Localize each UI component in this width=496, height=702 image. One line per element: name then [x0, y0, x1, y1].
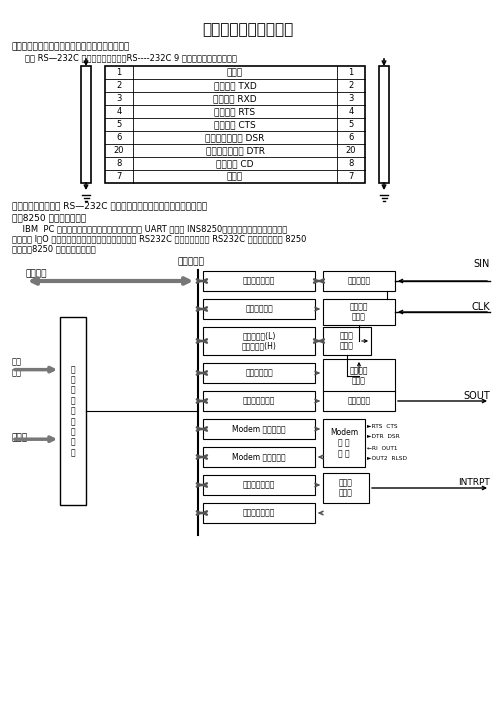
- Text: INTRPT: INTRPT: [458, 478, 490, 487]
- Text: 6: 6: [348, 133, 354, 142]
- Text: 二、使用设备：带有 RS—232C 通信接口的微型计算器及一根多芯电缆。: 二、使用设备：带有 RS—232C 通信接口的微型计算器及一根多芯电缆。: [12, 201, 207, 210]
- Text: Modem 状态寄存器: Modem 状态寄存器: [232, 453, 286, 461]
- Text: 移位寄存器: 移位寄存器: [347, 397, 371, 406]
- Text: 线控制寄存器: 线控制寄存器: [245, 305, 273, 314]
- Text: 发送数据 TXD: 发送数据 TXD: [214, 81, 256, 90]
- Text: 20: 20: [346, 146, 356, 155]
- Bar: [203, 271, 315, 291]
- Text: 发送定时
和控制: 发送定时 和控制: [350, 366, 368, 385]
- Text: SOUT: SOUT: [463, 391, 490, 401]
- Text: ←RI  OUT1: ←RI OUT1: [367, 446, 397, 451]
- Text: 接收定时
和控制: 接收定时 和控制: [350, 303, 368, 322]
- Text: 电路，如 I／O 地址译码电路电平变换电路等，组成了 RS232C 接口。所以，对 RS232C 编程实际上是对 8250: 电路，如 I／O 地址译码电路电平变换电路等，组成了 RS232C 接口。所以，…: [12, 234, 307, 243]
- Bar: [81, 66, 91, 183]
- Text: 2: 2: [348, 81, 354, 90]
- Text: ►OUT2  RLSD: ►OUT2 RLSD: [367, 456, 407, 461]
- Text: 信号地: 信号地: [227, 172, 243, 181]
- Text: 4: 4: [117, 107, 122, 116]
- Text: 请求发送 RTS: 请求发送 RTS: [214, 107, 255, 116]
- Bar: [203, 363, 315, 383]
- Text: 中断标识寄存器: 中断标识寄存器: [243, 508, 275, 517]
- Text: ►RTS  CTS: ►RTS CTS: [367, 423, 398, 428]
- Text: 保护地: 保护地: [227, 68, 243, 77]
- Text: 线状态寄存器: 线状态寄存器: [245, 369, 273, 378]
- Text: 20: 20: [114, 146, 124, 155]
- Text: 5: 5: [117, 120, 122, 129]
- Bar: [323, 419, 365, 467]
- Text: 数据总线: 数据总线: [25, 269, 47, 278]
- Text: 内部总线路: 内部总线路: [178, 257, 205, 266]
- Text: 2: 2: [117, 81, 122, 90]
- Bar: [203, 327, 315, 355]
- Text: ►DTR  DSR: ►DTR DSR: [367, 435, 400, 439]
- Text: 接收数据寄存器: 接收数据寄存器: [243, 277, 275, 286]
- Text: Modem
控 制
逻 辑: Modem 控 制 逻 辑: [330, 428, 358, 458]
- Text: 7: 7: [117, 172, 122, 181]
- Bar: [203, 299, 315, 319]
- Text: 7: 7: [348, 172, 354, 181]
- Text: 一、目的：了解计算机间的数据通信的基本技术。: 一、目的：了解计算机间的数据通信的基本技术。: [12, 42, 130, 51]
- Text: 3: 3: [348, 94, 354, 103]
- Text: 1: 1: [348, 68, 354, 77]
- Text: 了解 RS—232C 的结构及使用方法。RS----232C 9 芯连接器插针定义如下：: 了解 RS—232C 的结构及使用方法。RS----232C 9 芯连接器插针定…: [25, 53, 237, 62]
- Text: 数据终端准备好 DTR: 数据终端准备好 DTR: [205, 146, 264, 155]
- Bar: [323, 299, 395, 325]
- Bar: [105, 66, 365, 183]
- Bar: [323, 473, 369, 503]
- Text: 计算机系统的通信实验: 计算机系统的通信实验: [202, 22, 294, 37]
- Bar: [323, 271, 395, 291]
- Text: 6: 6: [117, 133, 122, 142]
- Bar: [203, 419, 315, 439]
- Text: 准允发送 CTS: 准允发送 CTS: [214, 120, 256, 129]
- Text: 波特率
产生器: 波特率 产生器: [340, 331, 354, 351]
- Text: 中断允许寄存器: 中断允许寄存器: [243, 480, 275, 489]
- Text: 3: 3: [117, 94, 122, 103]
- Text: 地
址
选
择
等
控
制
逻
辑: 地 址 选 择 等 控 制 逻 辑: [71, 365, 75, 457]
- Text: 数据装置准备好 DSR: 数据装置准备好 DSR: [205, 133, 265, 142]
- Text: 接收数据 RXD: 接收数据 RXD: [213, 94, 257, 103]
- Text: IBM  PC 系统可选的串行异步通信接口板上用的 UART 是一片 INS8250，以它为核心，附加一些辅助: IBM PC 系统可选的串行异步通信接口板上用的 UART 是一片 INS825…: [12, 224, 287, 233]
- Text: 载波检测 CD: 载波检测 CD: [216, 159, 254, 168]
- Text: 4: 4: [348, 107, 354, 116]
- Bar: [203, 475, 315, 495]
- Text: 5: 5: [348, 120, 354, 129]
- Text: 8: 8: [117, 159, 122, 168]
- Text: 8: 8: [348, 159, 354, 168]
- Text: SIN: SIN: [474, 259, 490, 269]
- Text: 中断控
制逻辑: 中断控 制逻辑: [339, 478, 353, 498]
- Bar: [323, 359, 395, 393]
- Text: CLK: CLK: [471, 302, 490, 312]
- Text: 的编程。8250 的逻辑框图如下：: 的编程。8250 的逻辑框图如下：: [12, 244, 96, 253]
- Text: 控制线: 控制线: [12, 433, 28, 442]
- Bar: [203, 447, 315, 467]
- Text: 地址
总线: 地址 总线: [12, 357, 22, 377]
- Text: 三、8250 异步串行接口：: 三、8250 异步串行接口：: [12, 213, 86, 222]
- Bar: [323, 391, 395, 411]
- Bar: [379, 66, 389, 183]
- Text: 分频寄存器(L)
分频寄存器(H): 分频寄存器(L) 分频寄存器(H): [242, 331, 276, 351]
- Bar: [203, 503, 315, 523]
- Bar: [203, 391, 315, 411]
- Text: Modem 控制寄存器: Modem 控制寄存器: [232, 425, 286, 434]
- Text: 移位寄存器: 移位寄存器: [347, 277, 371, 286]
- Bar: [60, 317, 86, 505]
- Bar: [323, 327, 371, 355]
- Text: 1: 1: [117, 68, 122, 77]
- Text: 发送保持寄存器: 发送保持寄存器: [243, 397, 275, 406]
